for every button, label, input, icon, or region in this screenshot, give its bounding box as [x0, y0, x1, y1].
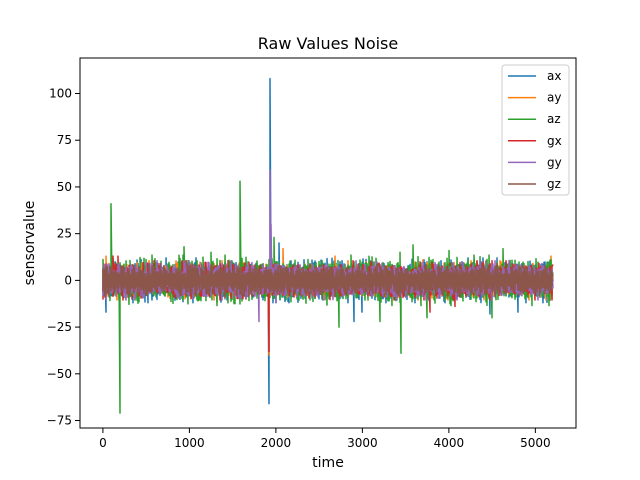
y-tick-label: −75: [47, 414, 72, 428]
legend-box: [501, 64, 570, 196]
series-line-gz: [102, 262, 554, 298]
legend-label-gx: gx: [547, 134, 562, 148]
y-tick-label: −50: [47, 367, 72, 381]
y-axis-label: sensorvalue: [22, 201, 38, 286]
x-axis: 0 1000 2000 3000 4000 5000: [99, 428, 551, 450]
x-tick-label: 2000: [261, 436, 292, 450]
x-tick-label: 1000: [174, 436, 205, 450]
legend-label-gy: gy: [547, 155, 562, 169]
x-tick-label: 4000: [434, 436, 465, 450]
legend: ax ay az gx gy gz: [501, 64, 570, 196]
y-tick-label: 75: [57, 133, 72, 147]
series-line-az: [102, 180, 554, 414]
legend-label-ax: ax: [547, 69, 561, 83]
y-tick-label: 0: [64, 273, 72, 287]
legend-label-az: az: [547, 112, 561, 126]
plot-frame: [79, 57, 577, 429]
y-tick-label: 100: [49, 87, 72, 101]
x-tick-label: 5000: [520, 436, 551, 450]
x-tick-label: 0: [99, 436, 107, 450]
series-layer: [102, 77, 554, 414]
legend-label-gz: gz: [547, 177, 561, 191]
y-tick-label: 25: [57, 227, 72, 241]
y-axis: −75 −50 −25 0 25 50 75 100: [47, 87, 80, 428]
chart-title: Raw Values Noise: [258, 34, 398, 53]
x-axis-label: time: [312, 455, 344, 471]
y-tick-label: −25: [47, 320, 72, 334]
y-tick-label: 50: [57, 180, 72, 194]
legend-label-ay: ay: [547, 91, 561, 105]
x-tick-label: 3000: [347, 436, 378, 450]
